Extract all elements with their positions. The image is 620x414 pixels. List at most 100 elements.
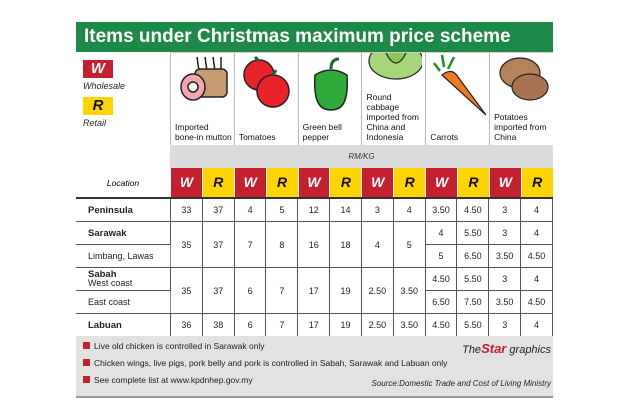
price-cell: 3	[360, 197, 394, 222]
location-cell: Sarawak	[76, 221, 171, 245]
price-cell: 17	[297, 313, 331, 337]
item-label: Potatoes imported from China	[494, 112, 547, 142]
item-headers: Imported bone-in mutton Tomatoes Green b…	[170, 52, 553, 146]
note: See complete list at www.kpdnhep.gov.my	[83, 375, 253, 385]
table-row: Sabah West coast 35 37 6 7 17 19 2.50 3.50 4.50 5.5…	[76, 267, 553, 314]
retail-column-header: R	[265, 168, 298, 197]
infographic: Items under Christmas maximum price sche…	[76, 22, 553, 398]
retail-column-header: R	[393, 168, 426, 197]
item-cabbage: Round cabbage imported from China and In…	[361, 53, 425, 146]
price-table: Peninsula 33 37 4 5 12 14 3 4 3.50 4.50 3 4 Sarawak 35…	[76, 197, 553, 337]
price-cell: 12	[297, 197, 331, 222]
legend: W Wholesale R Retail	[76, 52, 170, 197]
item-pepper: Green bell pepper	[297, 53, 362, 146]
price-cell: 14	[329, 197, 362, 222]
table-row: Labuan 36 38 6 7 17 19 2.50 3.50 4.50 5.50 3 4	[76, 313, 553, 337]
price-cell: 18	[329, 221, 362, 268]
price-cell: 2.50	[360, 267, 394, 314]
title: Items under Christmas maximum price sche…	[76, 22, 553, 52]
price-cell: 37	[201, 267, 235, 314]
price-cell: 4	[520, 313, 553, 337]
price-cell: 6	[233, 267, 267, 314]
price-cell: 37	[201, 197, 235, 222]
price-cell: 4.50	[456, 197, 490, 222]
item-potatoes: Potatoes imported from China	[489, 53, 553, 146]
potato-icon	[499, 57, 549, 101]
retail-column-header: R	[520, 168, 553, 197]
price-cell: 5.50	[456, 267, 490, 291]
location-cell: East coast	[76, 290, 171, 314]
bullet-icon	[83, 359, 90, 366]
price-cell: 4	[360, 221, 394, 268]
price-cell: 2.50	[360, 313, 394, 337]
price-cell: 35	[170, 267, 203, 314]
price-cell: 8	[265, 221, 299, 268]
price-cell: 7.50	[456, 290, 490, 314]
table-row: Sarawak 35 37 7 8 16 18 4 5 4 5.50 3 4	[76, 221, 553, 268]
location-cell: Peninsula	[76, 197, 171, 222]
price-cell: 17	[297, 267, 331, 314]
item-label: Carrots	[430, 132, 459, 142]
price-cell: 5.50	[456, 313, 490, 337]
price-cell: 3	[488, 313, 522, 337]
price-cell: 4	[520, 267, 553, 291]
retail-column-header: R	[201, 168, 234, 197]
wholesale-column-header: W	[297, 168, 330, 197]
item-label: Round cabbage imported from China and In…	[366, 92, 419, 142]
price-cell: 6	[233, 313, 267, 337]
footer: Live old chicken is controlled in Sarawa…	[76, 336, 553, 396]
wholesale-label: Wholesale	[83, 81, 126, 91]
price-cell: 3.50	[392, 313, 426, 337]
price-cell: 3.50	[392, 267, 426, 314]
price-cell: 19	[329, 267, 362, 314]
price-cell: 33	[170, 197, 203, 222]
price-cell: 7	[233, 221, 267, 268]
wholesale-swatch: W	[83, 60, 113, 78]
price-cell: 4	[520, 197, 553, 222]
location-cell: Labuan	[76, 313, 171, 337]
location-cell: Sabah West coast	[76, 267, 171, 291]
price-cell: 7	[265, 313, 299, 337]
price-cell: 3	[488, 221, 522, 245]
price-cell: 5.50	[456, 221, 490, 245]
retail-column-header: R	[457, 168, 489, 197]
note: Live old chicken is controlled in Sarawa…	[83, 341, 265, 351]
price-cell: 4.50	[424, 267, 458, 291]
price-cell: 3.50	[488, 290, 522, 314]
price-cell: 36	[170, 313, 203, 337]
retail-label: Retail	[83, 118, 107, 128]
price-cell: 4.50	[520, 290, 553, 314]
cabbage-icon	[368, 53, 423, 80]
price-cell: 38	[201, 313, 235, 337]
mutton-icon	[180, 56, 228, 101]
tomato-icon	[243, 55, 290, 108]
price-cell: 35	[170, 221, 203, 268]
price-cell: 6.50	[424, 290, 458, 314]
wholesale-column-header: W	[488, 168, 521, 197]
price-cell: 7	[265, 267, 299, 314]
price-cell: 3	[488, 197, 522, 222]
table-row: Peninsula 33 37 4 5 12 14 3 4 3.50 4.50 3 4	[76, 197, 553, 222]
retail-column-header: R	[329, 168, 362, 197]
item-label: Imported bone-in mutton	[175, 122, 232, 142]
item-carrots: Carrots	[425, 53, 489, 146]
price-cell: 16	[297, 221, 331, 268]
unit-label: RM/KG	[170, 145, 553, 168]
item-label: Green bell pepper	[302, 122, 342, 142]
wholesale-column-header: W	[361, 168, 394, 197]
location-cell: Limbang, Lawas	[76, 244, 171, 268]
price-cell: 4	[424, 221, 458, 245]
price-cell: 19	[329, 313, 362, 337]
price-cell: 4.50	[520, 244, 553, 268]
source: Source:Domestic Trade and Cost of Living…	[371, 379, 551, 388]
price-cell: 5	[265, 197, 299, 222]
item-tomatoes: Tomatoes	[233, 53, 298, 146]
bell-pepper-icon	[313, 57, 348, 111]
wholesale-column-header: W	[170, 168, 202, 197]
price-cell: 4	[233, 197, 267, 222]
item-mutton: Imported bone-in mutton	[170, 53, 234, 146]
price-cell: 3	[488, 267, 522, 291]
price-cell: 37	[201, 221, 235, 268]
price-cell: 4.50	[424, 313, 458, 337]
